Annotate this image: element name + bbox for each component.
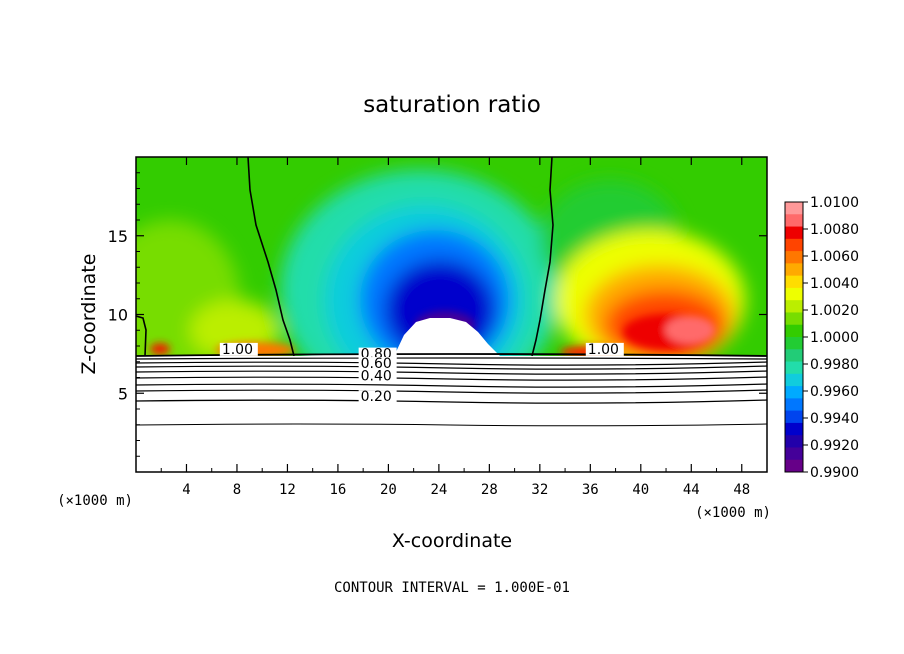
contour-1.00-left <box>247 157 295 356</box>
contour-line <box>135 389 768 394</box>
colorbar-segment <box>785 337 803 350</box>
colorbar-label: 0.9940 <box>810 411 859 427</box>
contour-label-bg <box>219 342 258 356</box>
colorbar-segment <box>785 251 803 264</box>
colorbar-label: 1.0020 <box>810 303 859 319</box>
colorbar-segment <box>785 214 803 228</box>
x-tick-label: 40 <box>632 482 649 498</box>
contour-line <box>135 370 768 375</box>
colorbar: 1.0100 1.0080 1.0060 1.0040 1.0020 1.0000 0.99… <box>784 195 859 481</box>
contour-interval-text: CONTOUR INTERVAL = 1.000E-01 <box>334 580 570 596</box>
x-tick-label: 48 <box>733 482 750 498</box>
colorbar-label: 0.9960 <box>810 384 859 400</box>
contour-labels: 1.00 1.000.800.600.400.20 <box>219 342 624 405</box>
x-axis-ticks: 4 8 12 16 20 24 28 32 36 40 44 48 <box>160 157 750 498</box>
contour-1.00-edge <box>136 315 147 356</box>
colorbar-segment <box>785 398 803 412</box>
colorbar-segment <box>785 349 803 363</box>
contour-label-bg <box>358 390 397 404</box>
lower-white <box>136 356 767 472</box>
x-tick-label: 44 <box>683 482 700 498</box>
colorbar-segment <box>785 324 803 338</box>
colorbar-label: 1.0000 <box>810 330 859 346</box>
x-unit-left: (×1000 m) <box>57 493 133 509</box>
colorbar-segment <box>785 263 803 277</box>
x-tick-label: 8 <box>233 482 241 498</box>
colorbar-label: 1.0060 <box>810 249 859 265</box>
colorbar-segment <box>785 447 803 461</box>
colorbar-label: 1.0040 <box>810 276 859 292</box>
lower-contour-region <box>135 353 768 472</box>
x-tick-label: 20 <box>380 482 397 498</box>
colorbar-segment <box>785 287 803 301</box>
colorbar-label: 1.0100 <box>810 195 859 211</box>
heatmap-field <box>136 157 767 356</box>
contour-label: 1.00 <box>588 342 619 358</box>
x-tick-label: 36 <box>582 482 599 498</box>
right-pink-edge <box>665 316 715 344</box>
contour-label: 1.00 <box>222 342 253 358</box>
colorbar-segment <box>785 373 803 387</box>
contour-label: 0.60 <box>361 356 392 372</box>
x-tick-label: 24 <box>430 482 447 498</box>
contour-label: 0.40 <box>361 369 392 385</box>
x-tick-label: 12 <box>279 482 296 498</box>
y-tick-label: 5 <box>118 384 128 403</box>
colorbar-label: 0.9980 <box>810 357 859 373</box>
left-yellow-green <box>190 300 280 356</box>
x-axis-label: X-coordinate <box>392 530 512 552</box>
contour-label: 0.20 <box>361 389 392 405</box>
colorbar-label: 0.9900 <box>810 465 859 481</box>
contour-line <box>135 357 768 360</box>
colorbar-label: 0.9920 <box>810 438 859 454</box>
colorbar-segment <box>785 361 803 375</box>
colorbar-segment <box>785 300 803 313</box>
y-axis-ticks: 5 10 15 <box>108 172 767 457</box>
contour-line <box>135 376 768 381</box>
contour-1.00-right <box>531 157 554 356</box>
y-tick-label: 15 <box>108 227 128 246</box>
white-dome <box>300 318 500 356</box>
colorbar-segment <box>785 422 803 436</box>
colorbar-segment <box>785 459 803 473</box>
colorbar-segment <box>785 386 803 399</box>
x-tick-label: 4 <box>182 482 190 498</box>
x-tick-label: 16 <box>329 482 346 498</box>
contour-label-bg <box>585 342 624 356</box>
contour-label-bg <box>358 357 397 371</box>
contour-label-bg <box>358 369 397 383</box>
y-axis-label: Z-coordinate <box>78 254 100 375</box>
colorbar-segment <box>785 435 803 448</box>
contour-line <box>135 365 768 370</box>
left-red-spot <box>150 343 170 355</box>
contour-line <box>135 383 768 388</box>
colorbar-segment <box>785 312 803 326</box>
colorbar-segment <box>785 275 803 289</box>
chart-title: saturation ratio <box>363 92 541 118</box>
y-tick-label: 10 <box>108 306 128 325</box>
x-tick-label: 28 <box>481 482 498 498</box>
x-tick-label: 32 <box>531 482 548 498</box>
contour-line <box>135 399 768 404</box>
colorbar-segment <box>785 226 803 240</box>
colorbar-segment <box>785 238 803 252</box>
contour-line <box>135 423 768 427</box>
colorbar-segment <box>785 202 803 215</box>
contour-line <box>135 361 768 366</box>
colorbar-label: 1.0080 <box>810 222 859 238</box>
colorbar-segment <box>785 410 803 424</box>
x-unit-right: (×1000 m) <box>695 505 771 521</box>
